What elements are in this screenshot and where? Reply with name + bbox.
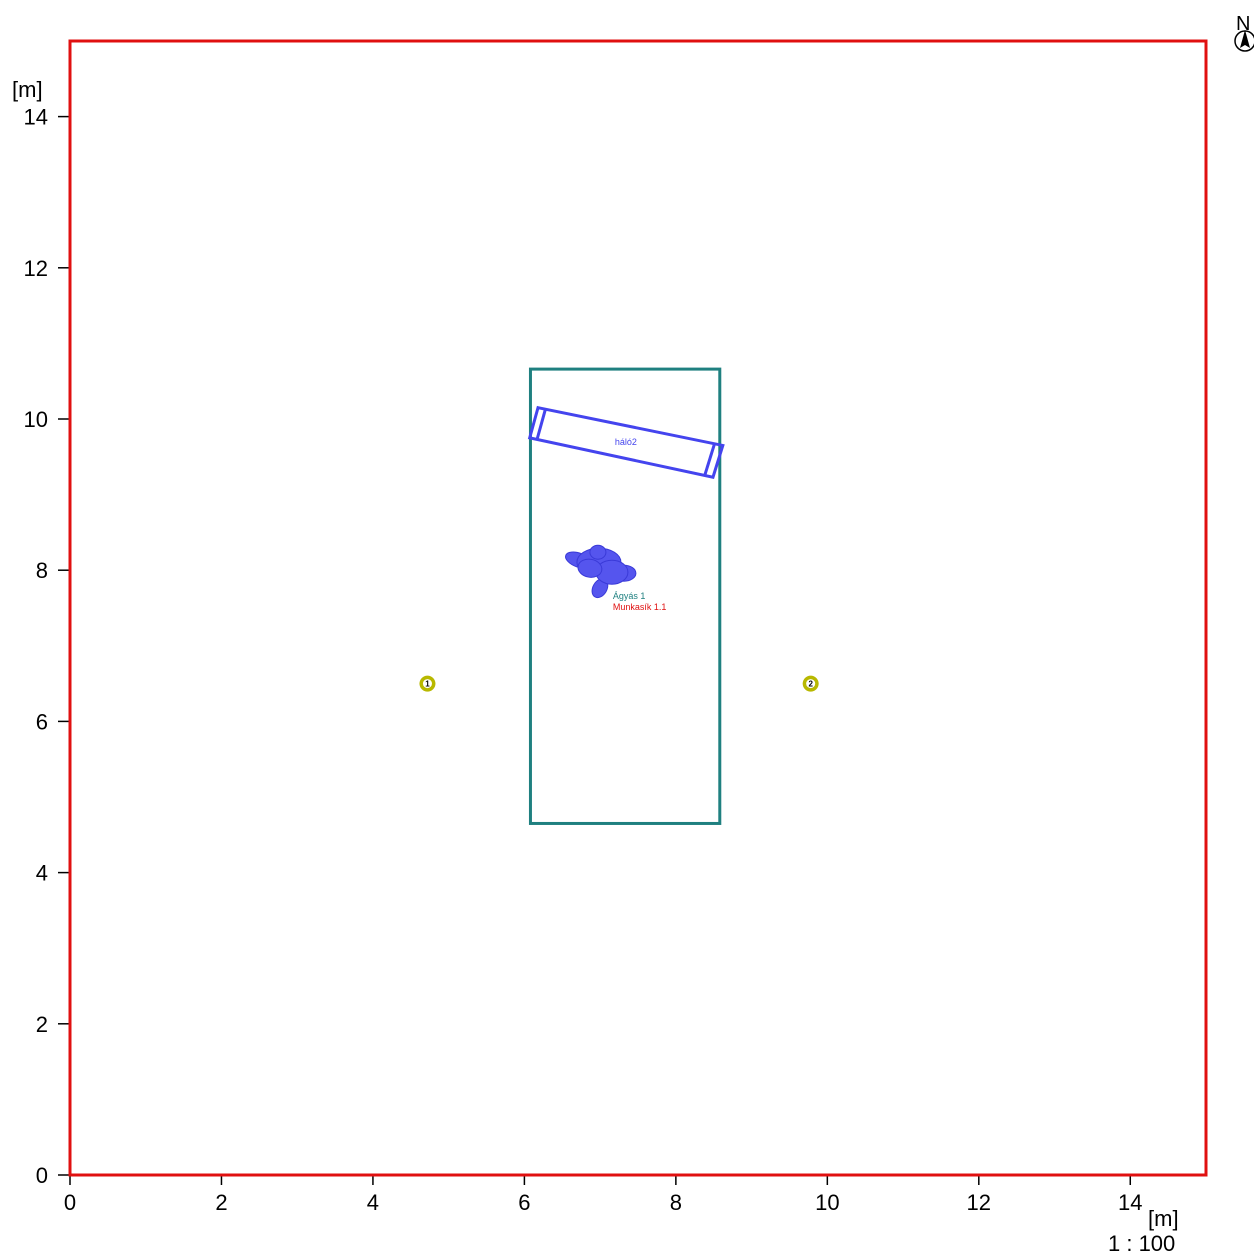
shrub-shape	[565, 544, 637, 599]
x-tick-label: 6	[518, 1190, 530, 1215]
y-tick-label: 10	[24, 407, 48, 432]
site-boundary	[68, 39, 1208, 1177]
y-tick-label: 4	[36, 861, 48, 886]
x-tick-label: 14	[1118, 1190, 1142, 1215]
x-axis-unit: [m]	[1148, 1206, 1179, 1231]
worklayer-label: Munkasík 1.1	[613, 602, 667, 612]
y-tick-label: 12	[24, 256, 48, 281]
marker-label: 1	[425, 680, 430, 689]
y-tick-label: 6	[36, 709, 48, 734]
y-tick-label: 14	[24, 105, 48, 130]
net-end-right	[703, 443, 716, 476]
y-tick-label: 0	[36, 1163, 48, 1188]
x-tick-label: 12	[967, 1190, 991, 1215]
y-tick-label: 2	[36, 1012, 48, 1037]
marker-center	[422, 679, 432, 689]
y-axis-unit: [m]	[12, 77, 43, 102]
x-tick-label: 10	[815, 1190, 839, 1215]
marker-center	[806, 679, 816, 689]
north-arrow-icon: N	[1234, 13, 1254, 52]
x-tick-label: 2	[215, 1190, 227, 1215]
shrub-blob	[589, 544, 607, 560]
net-end-left	[535, 408, 547, 440]
y-tick-label: 8	[36, 558, 48, 583]
net-label: háló2	[615, 437, 637, 447]
shrub-blob	[577, 558, 603, 578]
planting-zone	[528, 367, 722, 825]
bed-label: Ágyás 1	[613, 591, 646, 601]
x-tick-label: 8	[670, 1190, 682, 1215]
net-object: háló2	[527, 405, 725, 479]
north-label: N	[1236, 13, 1250, 35]
scale-label: 1 : 100	[1108, 1231, 1175, 1256]
x-tick-label: 0	[64, 1190, 76, 1215]
marker-label: 2	[808, 680, 813, 689]
x-tick-label: 4	[367, 1190, 379, 1215]
net-outline	[527, 405, 725, 479]
